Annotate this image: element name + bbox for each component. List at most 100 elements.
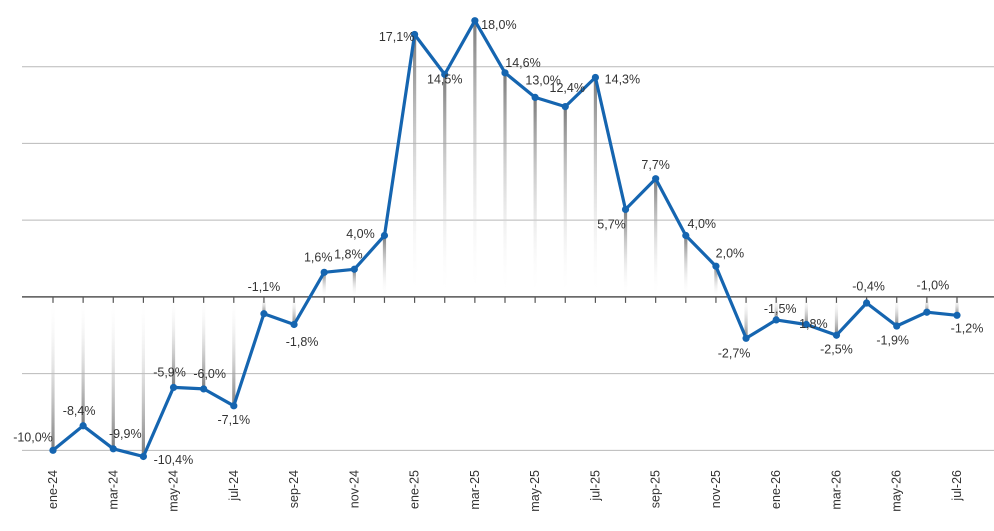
data-point[interactable]: [652, 175, 660, 183]
data-point[interactable]: [79, 422, 87, 430]
data-label: 14,6%: [505, 56, 540, 70]
data-label: 5,7%: [597, 218, 626, 232]
data-label: -10,4%: [154, 453, 194, 467]
data-label: 1,8%: [799, 317, 828, 331]
drop-bar: [81, 296, 85, 426]
data-point[interactable]: [230, 402, 238, 410]
data-point[interactable]: [621, 205, 630, 214]
x-tick-label: jul-24: [227, 470, 241, 502]
drop-bar: [413, 34, 417, 297]
data-label: 18,0%: [481, 18, 516, 32]
x-tick-label: mar-26: [829, 470, 843, 510]
data-label: -10,0%: [13, 431, 53, 445]
data-point[interactable]: [561, 103, 569, 111]
x-tick-label: ene-25: [408, 470, 422, 509]
data-point[interactable]: [200, 385, 208, 393]
data-point[interactable]: [380, 231, 389, 240]
data-point[interactable]: [320, 268, 328, 276]
drop-bar: [925, 296, 929, 313]
data-label: 4,0%: [688, 217, 717, 231]
x-tick-label: ene-26: [769, 470, 783, 509]
data-point[interactable]: [260, 310, 268, 318]
data-label: 14,5%: [427, 73, 462, 87]
drop-bar: [443, 74, 447, 297]
data-point[interactable]: [531, 93, 539, 101]
drop-bar: [352, 269, 356, 297]
drop-bar: [804, 296, 808, 325]
drop-bar: [202, 296, 206, 389]
data-point[interactable]: [682, 231, 690, 240]
data-label: -5,9%: [153, 366, 186, 380]
data-point[interactable]: [169, 383, 178, 392]
drop-bar: [623, 209, 628, 297]
drop-bar: [171, 296, 176, 388]
drop-bar: [684, 235, 688, 297]
data-label: -6,0%: [193, 367, 226, 381]
drop-bar: [774, 296, 778, 320]
data-point[interactable]: [441, 70, 449, 78]
data-label: 17,1%: [379, 30, 414, 44]
data-point[interactable]: [109, 445, 117, 453]
x-tick-label: may-25: [528, 470, 542, 512]
data-point[interactable]: [863, 299, 871, 307]
data-label: -1,2%: [951, 322, 984, 336]
drop-bar: [895, 296, 899, 327]
drop-bar: [473, 20, 477, 297]
data-label: 7,7%: [641, 158, 670, 172]
data-point[interactable]: [350, 265, 358, 273]
x-tick-label: ene-24: [46, 470, 60, 509]
data-point[interactable]: [712, 262, 720, 270]
drop-bar: [533, 97, 537, 297]
data-point[interactable]: [139, 452, 147, 461]
data-point[interactable]: [49, 446, 57, 454]
drop-bar: [262, 296, 266, 314]
data-point[interactable]: [923, 308, 931, 316]
drop-bar: [141, 296, 145, 457]
data-point[interactable]: [411, 30, 419, 39]
x-tick-label: sep-24: [287, 470, 301, 508]
x-tick-label: may-26: [890, 470, 904, 512]
data-label: 1,8%: [334, 248, 363, 262]
drop-bar: [744, 296, 748, 339]
data-label: -1,9%: [876, 333, 909, 347]
drop-bar: [593, 77, 597, 297]
data-label: -1,5%: [764, 302, 797, 316]
data-label: 13,0%: [525, 74, 560, 88]
drop-bar: [382, 235, 387, 297]
data-point[interactable]: [832, 331, 841, 339]
data-point[interactable]: [802, 320, 810, 329]
data-point[interactable]: [591, 73, 600, 82]
data-point[interactable]: [772, 316, 780, 324]
data-label: -8,4%: [63, 404, 96, 418]
drop-bar: [654, 178, 658, 297]
data-label: -7,1%: [217, 413, 250, 427]
data-point[interactable]: [893, 322, 901, 330]
data-label: 2,0%: [716, 246, 745, 260]
data-label: 12,4%: [550, 81, 585, 95]
x-tick-label: mar-25: [468, 470, 482, 510]
data-point[interactable]: [742, 334, 750, 342]
data-point[interactable]: [501, 69, 509, 77]
data-point[interactable]: [953, 311, 961, 319]
data-label: -9,9%: [109, 427, 142, 441]
x-tick-label: mar-24: [106, 470, 120, 510]
data-point[interactable]: [471, 17, 479, 25]
drop-bar: [834, 296, 839, 336]
drop-bar: [111, 296, 115, 449]
x-tick-label: may-24: [167, 470, 181, 512]
x-tick-label: nov-24: [347, 470, 361, 508]
data-label: -1,1%: [248, 280, 281, 294]
drop-bar: [51, 296, 55, 451]
drop-bar: [232, 296, 236, 406]
x-tick-label: jul-26: [950, 470, 964, 502]
data-label: 1,6%: [304, 251, 333, 265]
data-point[interactable]: [290, 320, 298, 329]
data-label: 4,0%: [346, 227, 375, 241]
data-label: 14,3%: [605, 73, 640, 87]
drop-bar: [955, 296, 959, 316]
data-label: -2,7%: [718, 347, 751, 361]
drop-bar: [503, 72, 507, 297]
x-tick-label: nov-25: [709, 470, 723, 508]
